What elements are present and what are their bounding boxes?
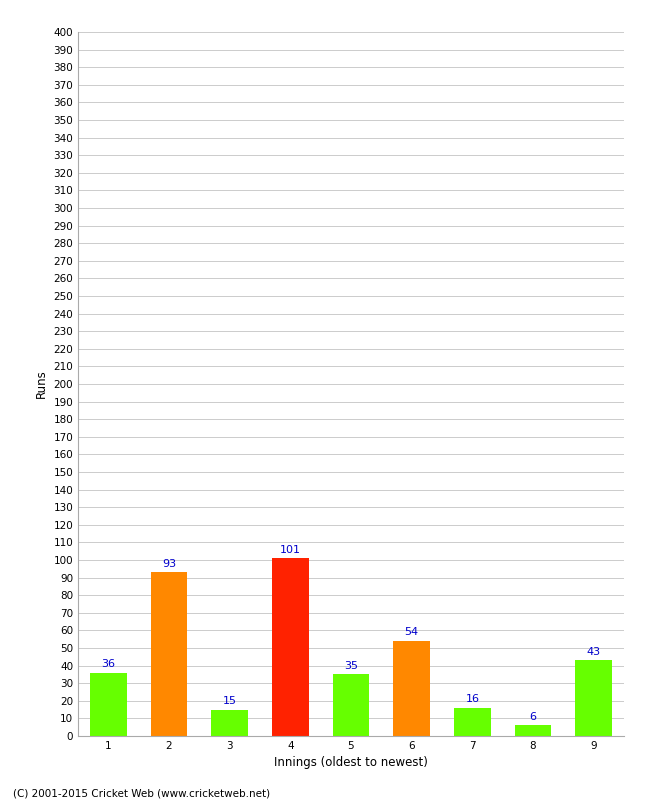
Text: 35: 35: [344, 661, 358, 671]
Bar: [454, 708, 491, 736]
Text: 54: 54: [404, 627, 419, 638]
Text: 101: 101: [280, 545, 301, 554]
Text: 15: 15: [223, 696, 237, 706]
Bar: [211, 710, 248, 736]
Text: 36: 36: [101, 659, 115, 669]
Bar: [575, 660, 612, 736]
Y-axis label: Runs: Runs: [35, 370, 48, 398]
Text: (C) 2001-2015 Cricket Web (www.cricketweb.net): (C) 2001-2015 Cricket Web (www.cricketwe…: [13, 788, 270, 798]
Text: 16: 16: [465, 694, 479, 704]
Bar: [515, 726, 551, 736]
Bar: [333, 674, 369, 736]
Bar: [151, 572, 187, 736]
Text: 43: 43: [586, 646, 601, 657]
Bar: [90, 673, 127, 736]
Text: 6: 6: [530, 712, 536, 722]
Bar: [272, 558, 309, 736]
Text: 93: 93: [162, 558, 176, 569]
Bar: [393, 641, 430, 736]
X-axis label: Innings (oldest to newest): Innings (oldest to newest): [274, 757, 428, 770]
